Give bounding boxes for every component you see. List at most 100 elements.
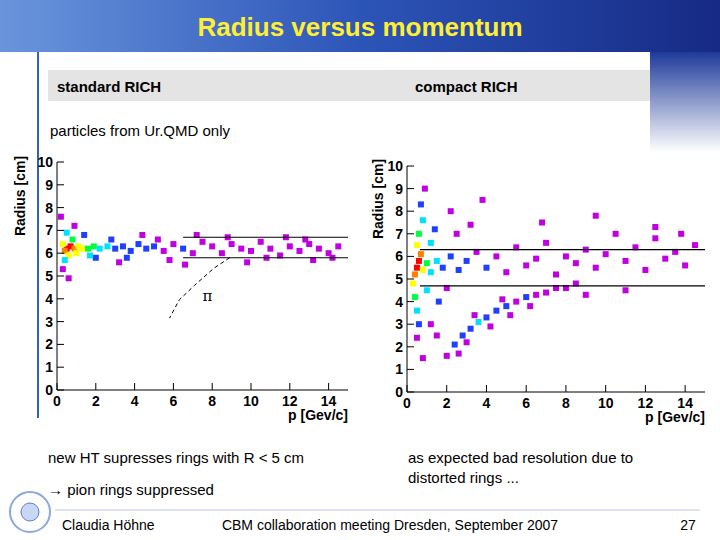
y-tick — [407, 166, 414, 167]
point — [682, 262, 688, 268]
y-tick-label: 9 — [395, 181, 403, 197]
point — [416, 258, 422, 264]
point — [62, 257, 68, 263]
x-tick — [407, 385, 408, 392]
logo — [10, 492, 50, 532]
point — [476, 319, 482, 325]
point — [79, 246, 85, 252]
slide: Radius versus momentum particles from Ur.… — [0, 0, 720, 540]
point — [487, 323, 493, 329]
x-tick — [328, 383, 329, 390]
point — [143, 246, 149, 252]
y-tick — [407, 346, 414, 347]
x-tick — [173, 383, 174, 390]
point — [297, 248, 303, 254]
point — [460, 333, 466, 339]
x-tick-label: 2 — [443, 395, 451, 411]
y-tick — [57, 230, 64, 231]
point — [161, 248, 167, 254]
x-tick-label: 4 — [483, 395, 491, 411]
point — [424, 260, 430, 266]
y-tick — [57, 321, 64, 322]
point — [418, 251, 424, 257]
point — [87, 252, 93, 258]
x-tick — [526, 385, 527, 392]
y-tick — [407, 279, 414, 280]
point — [238, 246, 244, 252]
point — [483, 265, 489, 271]
x-tick — [134, 383, 135, 390]
y-tick — [407, 188, 414, 189]
point — [414, 265, 420, 271]
chart: standard RICH02468101214012345678910p [G… — [12, 78, 348, 423]
point — [91, 243, 97, 249]
point — [543, 290, 549, 296]
x-tick-label: 0 — [53, 393, 61, 409]
point — [422, 186, 428, 192]
footer-rule — [55, 510, 700, 511]
note: particles from Ur.QMD only — [50, 122, 231, 139]
point — [420, 355, 426, 361]
point — [229, 241, 235, 247]
point — [97, 246, 103, 252]
point — [456, 351, 462, 357]
point — [414, 335, 420, 341]
x-tick-label: 10 — [598, 395, 614, 411]
x-axis — [407, 392, 705, 393]
caption: → pion rings suppressed — [48, 480, 214, 500]
point — [182, 262, 188, 268]
point — [120, 243, 126, 249]
point — [93, 255, 99, 261]
y-tick-label: 8 — [395, 203, 403, 219]
point — [623, 258, 629, 264]
point — [410, 281, 416, 287]
y-tick — [407, 233, 414, 234]
point — [258, 239, 264, 245]
x-tick — [95, 383, 96, 390]
x-tick-label: 0 — [403, 395, 411, 411]
x-tick — [57, 383, 58, 390]
cut-line — [420, 285, 705, 286]
x-tick — [251, 383, 252, 390]
slide-title: Radius versus momentum — [197, 12, 522, 42]
point — [420, 267, 426, 273]
y-tick — [407, 369, 414, 370]
x-tick-label: 6 — [522, 395, 530, 411]
point — [483, 314, 489, 320]
y-tick — [407, 392, 414, 393]
annotation: π — [203, 287, 213, 305]
point — [493, 253, 499, 259]
point — [539, 220, 545, 226]
point — [543, 240, 549, 246]
point — [507, 312, 513, 318]
point — [454, 231, 460, 237]
x-tick-label: 8 — [562, 395, 570, 411]
y-tick — [57, 162, 64, 163]
point — [244, 259, 250, 265]
point — [472, 312, 478, 318]
y-tick-label: 3 — [395, 316, 403, 332]
point — [60, 241, 66, 247]
caption: as expected bad resolution due to distor… — [408, 448, 688, 488]
point — [287, 243, 293, 249]
y-axis-label: Radius [cm] — [370, 159, 386, 239]
point — [493, 308, 499, 314]
y-axis-label: Radius [cm] — [12, 156, 28, 236]
chart-title: compact RICH — [415, 78, 518, 95]
point — [108, 237, 114, 243]
x-tick-label: 10 — [243, 393, 259, 409]
y-tick — [57, 207, 64, 208]
point — [464, 339, 470, 345]
point — [527, 303, 533, 309]
point — [553, 271, 559, 277]
point — [71, 223, 77, 229]
point — [416, 321, 422, 327]
y-tick-label: 0 — [395, 384, 403, 400]
y-tick-label: 4 — [45, 291, 53, 307]
point — [248, 248, 254, 254]
point — [652, 235, 658, 241]
point — [151, 243, 157, 249]
point — [60, 266, 66, 272]
point — [414, 308, 420, 314]
cut-line — [183, 257, 348, 258]
